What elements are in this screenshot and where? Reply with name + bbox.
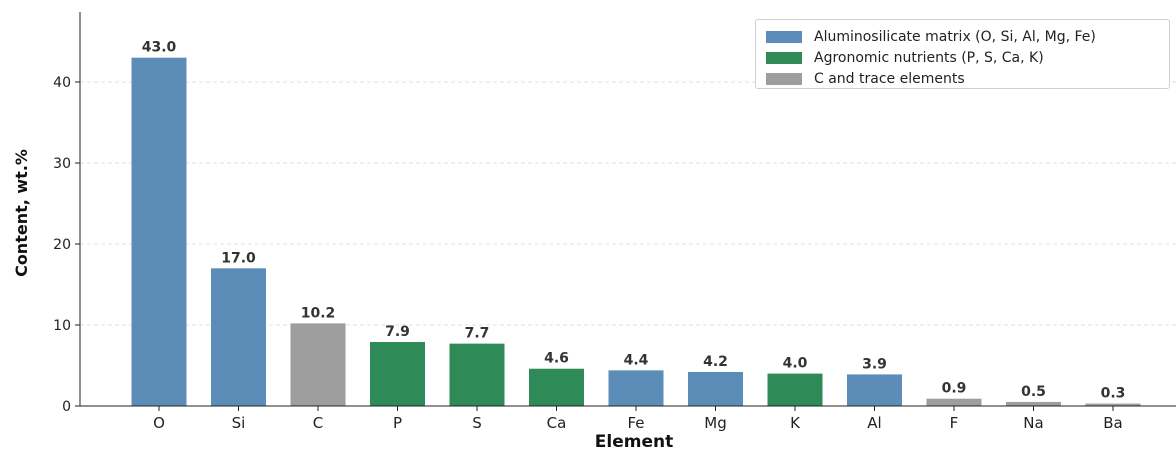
x-tick-label-f: F (950, 414, 959, 432)
legend-swatch-trace (766, 72, 802, 85)
x-tick-label-s: S (472, 414, 482, 432)
bar-p (370, 342, 425, 406)
x-tick-label-ba: Ba (1103, 414, 1122, 432)
legend-item-trace: C and trace elements (766, 68, 1169, 89)
y-ticks: 0 10 20 30 40 (53, 75, 80, 415)
bar-o (131, 57, 187, 406)
value-label-al: 3.9 (862, 356, 887, 372)
bar-na (1006, 401, 1061, 406)
legend-item-nutrients: Agronomic nutrients (P, S, Ca, K) (766, 47, 1169, 68)
y-tick-label: 0 (62, 399, 71, 415)
bar-mg (688, 371, 743, 406)
x-tick-label-al: Al (867, 414, 881, 432)
y-tick-label: 30 (53, 156, 71, 172)
bar-fe (608, 370, 664, 406)
x-tick-label-na: Na (1023, 414, 1043, 432)
legend-label-matrix: Aluminosilicate matrix (O, Si, Al, Mg, F… (814, 28, 1096, 45)
value-label-f: 0.9 (942, 381, 967, 397)
value-label-o: 43.0 (142, 40, 177, 56)
value-labels: 43.0 17.0 10.2 7.9 7.7 4.6 4.4 4.2 4.0 3.9 0.9 0.5 0… (142, 40, 1126, 402)
bar-al (847, 374, 902, 406)
x-tick-label-k: K (790, 414, 801, 432)
x-tick-label-p: P (393, 414, 402, 432)
value-label-s: 7.7 (465, 326, 490, 342)
x-tick-label-o: O (153, 414, 165, 432)
legend: Aluminosilicate matrix (O, Si, Al, Mg, F… (755, 19, 1170, 89)
value-label-ba: 0.3 (1101, 386, 1126, 402)
legend-item-matrix: Aluminosilicate matrix (O, Si, Al, Mg, F… (766, 26, 1169, 47)
bar-c (290, 323, 346, 406)
y-tick-label: 10 (53, 318, 71, 334)
x-tick-label-ca: Ca (547, 414, 567, 432)
value-label-si: 17.0 (221, 250, 256, 266)
x-tick-label-mg: Mg (704, 414, 726, 432)
legend-swatch-nutrients (766, 51, 802, 64)
value-label-na: 0.5 (1021, 384, 1046, 400)
bar-ca (529, 368, 584, 406)
x-tick-label-c: C (313, 414, 323, 432)
value-label-c: 10.2 (301, 305, 336, 321)
value-label-ca: 4.6 (544, 351, 569, 367)
bar-k (767, 373, 823, 406)
bar-si (211, 268, 266, 406)
legend-label-nutrients: Agronomic nutrients (P, S, Ca, K) (814, 49, 1044, 66)
x-tick-label-fe: Fe (627, 414, 644, 432)
value-label-p: 7.9 (385, 324, 410, 340)
legend-swatch-matrix (766, 30, 802, 43)
bar-ba (1085, 403, 1141, 406)
y-tick-label: 20 (53, 237, 71, 253)
value-label-fe: 4.4 (624, 352, 649, 368)
x-axis-label: Element (595, 432, 673, 452)
value-label-k: 4.0 (783, 356, 808, 372)
bar-s (449, 343, 505, 406)
value-label-mg: 4.2 (703, 354, 728, 370)
legend-label-trace: C and trace elements (814, 70, 965, 87)
y-axis-label: Content, wt.% (12, 149, 31, 277)
bar-f (926, 398, 982, 406)
x-tick-label-si: Si (232, 414, 246, 432)
x-ticks: O Si C P S Ca Fe Mg K Al F Na Ba (153, 406, 1123, 432)
y-tick-label: 40 (53, 75, 71, 91)
bars (131, 57, 1141, 406)
